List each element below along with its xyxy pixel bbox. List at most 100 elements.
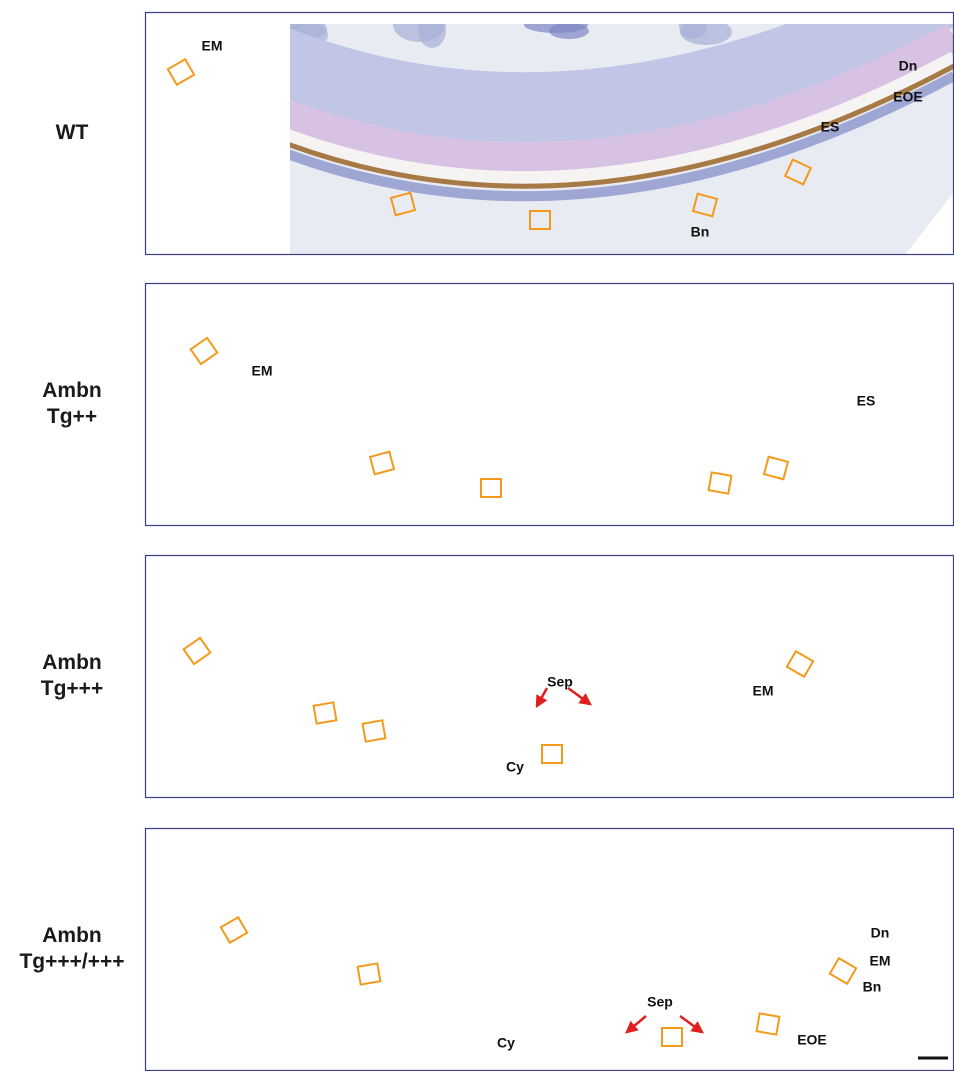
region-box [764,457,788,480]
outer-epithelium [185,902,954,1025]
arrow [537,688,547,706]
annotation: Cy [497,1035,515,1051]
tissue-blob [316,859,344,875]
enamel-space [185,884,954,1007]
region-box [168,59,194,85]
tissue-blob [602,323,642,339]
annotation: ES [857,393,876,409]
region-box [830,958,856,984]
arrow [680,1016,702,1032]
annotation: Bn [691,224,710,240]
tissue-blob [184,314,212,330]
tissue-background [145,828,954,1071]
arrow [568,688,590,704]
annotation: Bn [863,979,882,995]
tissue-blob [732,313,760,339]
slide-edge [885,908,954,1071]
row-label: Tg++ [47,405,97,428]
tissue-blob [210,326,238,342]
annotation: Sep [547,674,573,690]
region-box [191,338,218,364]
tissue-background [145,283,954,526]
pulp [175,570,954,685]
tissue-blob [315,310,355,336]
tissue-blob [839,852,891,878]
tissue-blob [394,553,434,579]
row-label: WT [56,121,89,144]
pulp [185,813,954,936]
annotation: EOE [797,1032,827,1048]
tissue-blob [471,312,499,348]
annotation: EM [202,38,223,54]
tissue-blob [863,309,903,345]
annotation: EM [753,683,774,699]
figure: EM Dn EOE ES Bn WT EM ES Ambn Tg++ EM Sep Cy Ambn Tg++… [0,0,954,1071]
tissue-blob [160,842,200,878]
annotation: Cy [506,759,524,775]
panel-border [146,284,954,526]
tissue-blob [237,615,265,631]
arrow [627,1016,646,1032]
panel-border [146,829,954,1071]
dentin [185,338,935,453]
tissue-blob [655,624,695,640]
region-box [184,638,211,664]
annotation: EOE [893,89,923,105]
tissue-blob [577,317,641,333]
tissue-blob [446,306,498,342]
tissue-blob [422,849,486,875]
enamel-space [185,359,935,474]
region-box [662,1028,682,1046]
tissue-blob [316,316,380,342]
row-label: Ambn [42,651,102,674]
annotation: Dn [899,58,918,74]
dentin [185,863,954,986]
panel: EM ES [145,283,954,526]
pulp [185,288,935,403]
tissue-blob [552,839,604,875]
tissue-blob [786,620,838,646]
tissue-blob [132,20,184,36]
enamel-matrix [185,892,954,1015]
slide-edge [145,828,215,888]
region-box [221,917,247,943]
tissue-blob [733,319,785,345]
tissue-blob [185,320,237,336]
tissue-blob [368,611,408,637]
tissue-blob [683,850,747,866]
tissue-blob [341,322,381,348]
enamel-space [175,641,954,756]
region-box [481,479,501,497]
tissue-blob [680,19,732,45]
slide-edge [145,152,265,255]
enamel-matrix [185,367,935,482]
tissue-blob [916,610,954,646]
tissue-blob [630,618,694,634]
tissue-blob [838,846,866,872]
annotation: Sep [647,994,673,1010]
region-box [757,1013,780,1034]
tissue-blob [577,845,605,881]
region-box [358,963,381,984]
tissue-blob [708,856,748,872]
tissue-blob [238,621,290,637]
region-box [363,720,386,741]
tissue-blob [291,853,343,869]
region-box [787,651,813,677]
tissue-blob [157,26,185,42]
row-label: Tg+++ [41,677,103,700]
panel-image [145,813,954,1071]
row-label: Tg+++/+++ [19,950,124,973]
tissue-blob [418,12,446,48]
tissue-blob [447,855,487,881]
row-label: Ambn [42,379,102,402]
region-box [314,702,337,723]
annotation: EM [252,363,273,379]
outer-epithelium [185,377,935,492]
panel-image [145,283,954,526]
tissue-blob [263,557,291,573]
tissue-blob [917,616,954,652]
annotation: EM [870,953,891,969]
